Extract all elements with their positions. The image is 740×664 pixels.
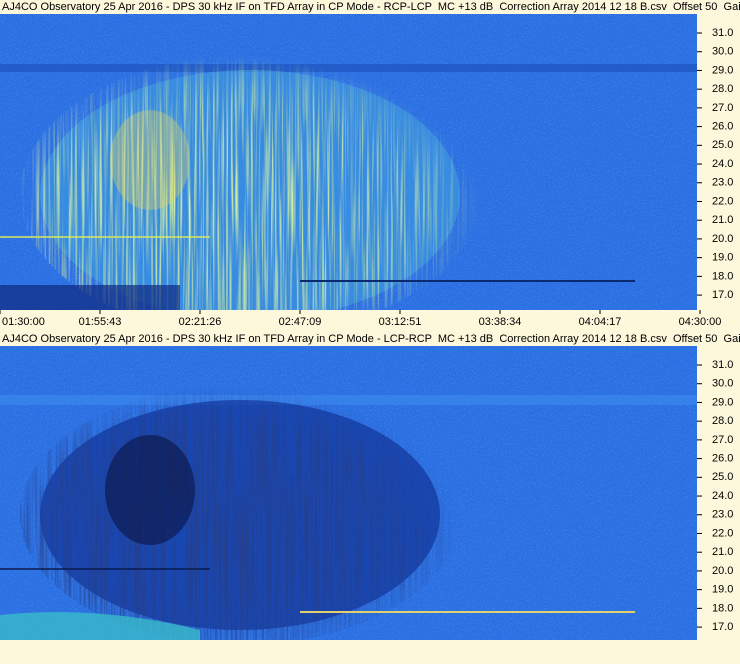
time-axis-background [0,310,740,330]
freq-tick-label: 28.0 [712,83,733,95]
bottom-strip [0,640,740,664]
freq-tick-label: 17.0 [712,621,733,633]
time-tick-label: 02:21:26 [179,316,222,328]
freq-tick-label: 25.0 [712,471,733,483]
freq-tick-label: 21.0 [712,546,733,558]
freq-tick-label: 27.0 [712,434,733,446]
freq-tick-label: 26.0 [712,121,733,133]
burst [20,380,490,640]
time-tick-label: 03:12:51 [379,316,422,328]
freq-tick-label: 18.0 [712,270,733,282]
time-tick-label: 01:30:00 [2,316,45,328]
low-band [0,285,180,310]
freq-tick-label: 30.0 [712,378,733,390]
freq-tick-label: 23.0 [712,177,733,189]
time-tick-label: 04:04:17 [579,316,622,328]
rcp-panel [0,14,697,320]
freq-tick-label: 27.0 [712,102,733,114]
lcp-panel [0,346,697,640]
freq-tick-label: 19.0 [712,252,733,264]
freq-tick-label: 23.0 [712,509,733,521]
freq-tick-label: 31.0 [712,27,733,39]
burst [20,50,490,310]
time-tick-label: 04:30:00 [679,316,722,328]
time-tick-label: 02:47:09 [279,316,322,328]
freq-tick-label: 20.0 [712,565,733,577]
freq-tick-label: 24.0 [712,490,733,502]
freq-tick-label: 29.0 [712,396,733,408]
freq-tick-label: 29.0 [712,64,733,76]
burst-core [105,435,195,545]
freq-tick-label: 26.0 [712,453,733,465]
low-band [0,612,200,640]
panel-title: AJ4CO Observatory 25 Apr 2016 - DPS 30 k… [2,333,740,345]
burst-core [110,110,190,210]
freq-tick-label: 31.0 [712,359,733,371]
freq-axis-background [697,14,740,310]
panel-title: AJ4CO Observatory 25 Apr 2016 - DPS 30 k… [2,1,740,13]
freq-axis-background [697,346,740,640]
freq-tick-label: 24.0 [712,158,733,170]
freq-tick-label: 19.0 [712,584,733,596]
freq-tick-label: 28.0 [712,415,733,427]
time-tick-label: 03:38:34 [479,316,522,328]
freq-tick-label: 25.0 [712,139,733,151]
freq-tick-label: 18.0 [712,602,733,614]
time-tick-label: 01:55:43 [79,316,122,328]
freq-tick-label: 22.0 [712,527,733,539]
freq-tick-label: 17.0 [712,289,733,301]
freq-tick-label: 30.0 [712,46,733,58]
freq-tick-label: 21.0 [712,214,733,226]
freq-tick-label: 20.0 [712,233,733,245]
freq-tick-label: 22.0 [712,195,733,207]
